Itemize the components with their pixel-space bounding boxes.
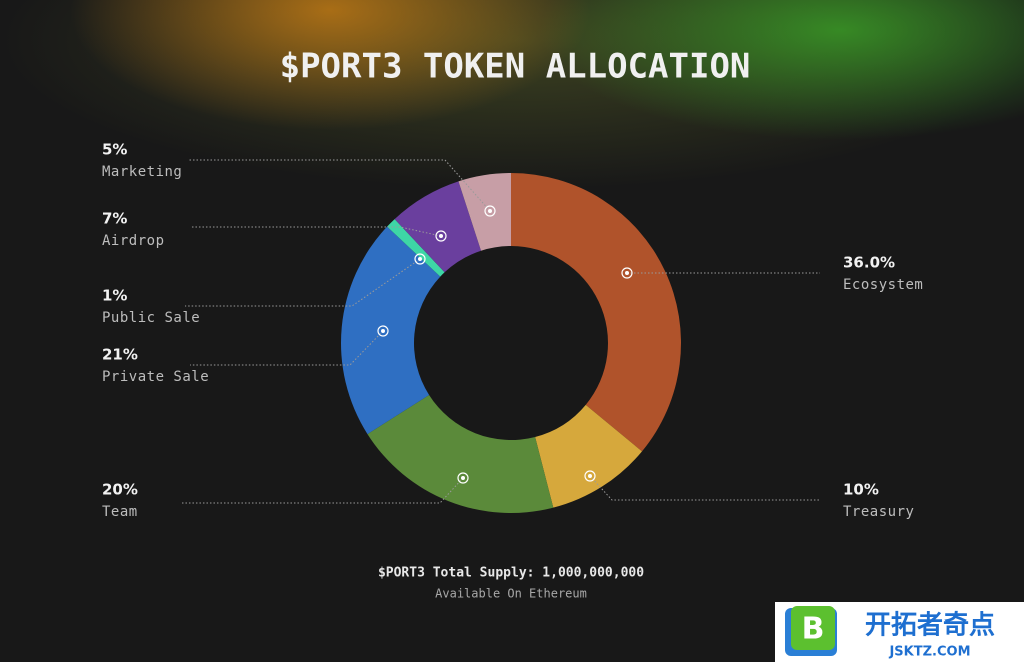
value-label: 1% — [102, 287, 127, 305]
watermark-name: 开拓者奇点 — [865, 610, 995, 641]
donut-slice — [341, 226, 441, 435]
marker-dot — [488, 209, 492, 213]
donut-slice — [511, 173, 682, 452]
marker-dot — [588, 474, 592, 478]
marker-ring — [435, 230, 447, 242]
marker-ring — [584, 470, 596, 482]
marker-dot — [625, 271, 629, 275]
marker-ring — [414, 253, 426, 265]
category-label: Public Sale — [102, 310, 200, 326]
value-label: 5% — [102, 141, 127, 159]
donut-slice — [535, 404, 642, 508]
subfootnote: Available On Ethereum — [435, 587, 587, 601]
marker-dot — [418, 257, 422, 261]
leader-line — [190, 330, 384, 366]
marker-dot — [381, 329, 385, 333]
marker-dot — [439, 234, 443, 238]
category-label: Treasury — [843, 504, 914, 520]
marker-ring — [377, 325, 389, 337]
category-label: Team — [102, 504, 138, 520]
value-label: 10% — [843, 481, 879, 499]
leader-line — [185, 258, 421, 307]
donut-slice — [367, 394, 554, 514]
marker-ring — [457, 472, 469, 484]
leader-line — [188, 159, 491, 212]
donut-slice — [394, 181, 482, 273]
leader-line — [182, 477, 464, 504]
value-label: 21% — [102, 346, 138, 364]
footnote: $PORT3 Total Supply: 1,000,000,000 — [378, 566, 644, 581]
watermark: B 开拓者奇点 JSKTZ.COM — [775, 602, 1024, 662]
value-label: 20% — [102, 481, 138, 499]
value-label: 36.0% — [843, 254, 895, 272]
marker-ring — [621, 267, 633, 279]
category-label: Marketing — [102, 164, 182, 180]
marker-dot — [461, 476, 465, 480]
category-label: Ecosystem — [843, 277, 923, 293]
category-label: Airdrop — [102, 233, 165, 249]
marker-ring — [484, 205, 496, 217]
leader-line — [589, 475, 820, 501]
donut-slice — [387, 219, 445, 277]
category-label: Private Sale — [102, 369, 209, 385]
logo-front — [791, 606, 835, 650]
chart-title: $PORT3 TOKEN ALLOCATION — [280, 47, 751, 87]
value-label: 7% — [102, 210, 127, 228]
watermark-url: JSKTZ.COM — [888, 645, 970, 660]
watermark-graphic: B 开拓者奇点 JSKTZ.COM — [785, 606, 995, 660]
logo-letter: B — [802, 612, 825, 647]
